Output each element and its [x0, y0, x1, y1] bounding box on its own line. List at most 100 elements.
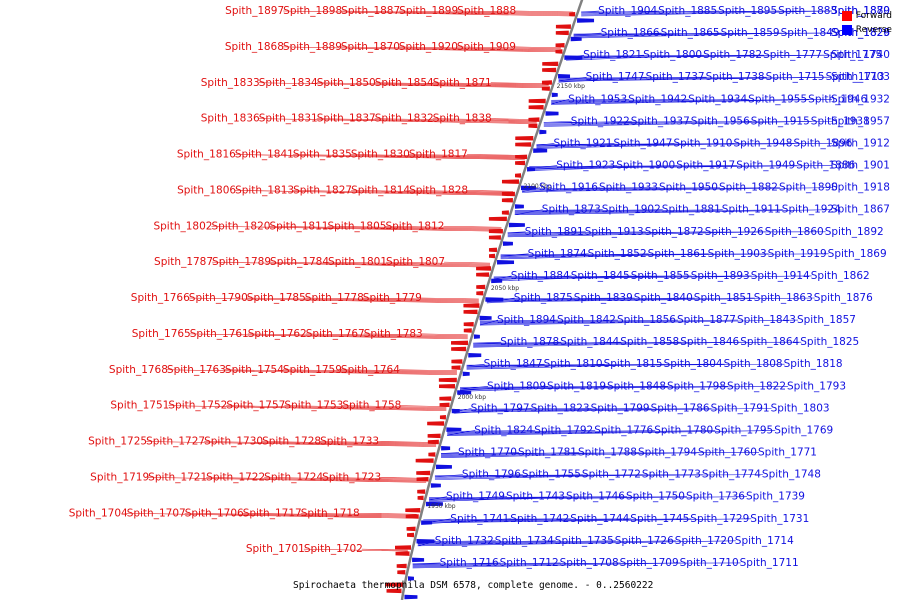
- forward-gene: [386, 588, 402, 594]
- forward-gene: [395, 545, 412, 550]
- forward-gene-label: Spith_1920: [399, 41, 458, 53]
- reverse-gene-label: Spith_1895: [718, 5, 777, 17]
- reverse-gene: [441, 446, 451, 451]
- reverse-gene-label: Spith_1910: [673, 137, 732, 149]
- reverse-gene-label: Spith_1938: [811, 115, 870, 127]
- reverse-gene-label: Spith_1747: [586, 71, 645, 83]
- leader-line: [420, 297, 479, 300]
- leader-line: [479, 319, 738, 325]
- forward-gene-label: Spith_1758: [342, 400, 401, 412]
- reverse-gene-label: Spith_1716: [440, 557, 499, 569]
- forward-gene-label: Spith_1834: [259, 77, 318, 89]
- reverse-gene-label: Spith_1923: [556, 160, 615, 172]
- reverse-gene-label: Spith_1786: [651, 402, 710, 414]
- reverse-gene-label: Spith_1847: [484, 358, 543, 370]
- leader-line: [486, 297, 635, 300]
- forward-gene-label: Spith_1728: [262, 436, 321, 448]
- forward-gene-label: Spith_1725: [88, 436, 147, 448]
- leader-line: [429, 496, 748, 500]
- forward-gene: [515, 142, 532, 147]
- leader-line: [551, 99, 630, 101]
- forward-gene: [427, 421, 445, 426]
- leader-line: [206, 477, 427, 482]
- forward-gene: [417, 489, 426, 494]
- leader-line: [529, 165, 833, 169]
- forward-gene: [528, 123, 538, 129]
- leader-line: [269, 225, 502, 231]
- forward-gene-label: Spith_1723: [322, 471, 381, 483]
- kbp-ticks: 2150 kbp 2100 kbp 2050 kbp 2000 kbp 1950 kbp: [427, 83, 585, 510]
- forward-gene: [463, 309, 478, 315]
- leader-line: [581, 10, 833, 13]
- reverse-gene-label: Spith_1760: [698, 447, 757, 459]
- forward-gene-label: Spith_1779: [363, 292, 422, 304]
- reverse-gene: [468, 353, 482, 358]
- leader-line: [514, 46, 561, 49]
- forward-gene: [488, 216, 507, 222]
- leader-line: [447, 430, 716, 435]
- forward-gene-label: Spith_1836: [201, 113, 260, 125]
- forward-gene-label: Spith_1789: [212, 256, 271, 268]
- leader-line: [558, 76, 767, 80]
- reverse-gene-label: Spith_1893: [691, 270, 750, 282]
- forward-gene-label: Spith_1707: [127, 507, 186, 519]
- leader-line: [514, 209, 603, 211]
- leader-line: [350, 154, 525, 158]
- reverse-gene-label: Spith_1703: [831, 71, 890, 83]
- forward-gene-label: Spith_1888: [457, 5, 516, 17]
- forward-gene: [438, 377, 457, 383]
- reverse-gene-label: Spith_1932: [831, 93, 890, 105]
- reverse-gene-label: Spith_1823: [531, 402, 590, 414]
- reverse-gene-label: Spith_1843: [737, 314, 796, 326]
- reverse-gene-label: Spith_1891: [525, 226, 584, 238]
- genome-caption: Spirochaeta thermophila DSM 6578, comple…: [293, 580, 653, 591]
- leader-line: [246, 297, 479, 303]
- reverse-gene: [416, 539, 435, 544]
- reverse-gene: [564, 55, 583, 60]
- forward-gene-label: Spith_1718: [301, 507, 360, 519]
- forward-gene: [451, 365, 461, 370]
- leader-line: [235, 190, 514, 196]
- leader-line: [479, 319, 678, 324]
- forward-gene-label: Spith_1812: [385, 220, 444, 232]
- leader-line: [242, 512, 417, 517]
- reverse-gene-label: Spith_1852: [588, 248, 647, 260]
- reverse-gene-label: Spith_1804: [664, 358, 723, 370]
- reverse-gene-label: Spith_1809: [487, 380, 546, 392]
- tick-label: 2000 kbp: [458, 394, 486, 401]
- reverse-gene-label: Spith_1772: [582, 469, 641, 481]
- leader-line: [316, 82, 549, 88]
- forward-gene-label: Spith_1806: [177, 184, 236, 196]
- forward-gene-label: Spith_1837: [317, 113, 376, 125]
- reverse-gene-label: Spith_1878: [500, 336, 559, 348]
- leader-line: [447, 430, 536, 432]
- reverse-gene-label: Spith_1793: [787, 380, 846, 392]
- leader-line: [551, 99, 690, 102]
- forward-gene-label: Spith_1813: [235, 184, 294, 196]
- reverse-gene-label: Spith_1810: [544, 358, 603, 370]
- forward-gene-label: Spith_1751: [110, 400, 169, 412]
- leader-line: [536, 143, 795, 145]
- leader-line: [398, 46, 561, 51]
- leader-line: [432, 82, 549, 86]
- forward-gene-label: Spith_1701: [246, 543, 305, 555]
- forward-gene: [501, 179, 519, 184]
- leader-line: [573, 32, 833, 36]
- leader-line: [493, 275, 512, 280]
- forward-gene-label: Spith_1762: [248, 328, 307, 340]
- forward-gene-label: Spith_1850: [317, 77, 376, 89]
- leader-line: [493, 275, 812, 280]
- leader-line: [459, 386, 489, 390]
- forward-gene-label: Spith_1717: [243, 507, 302, 519]
- forward-gene: [515, 173, 522, 178]
- forward-gene: [515, 160, 526, 166]
- forward-gene: [451, 359, 463, 364]
- reverse-gene-label: Spith_1921: [553, 137, 612, 149]
- reverse-gene-label: Spith_1743: [506, 491, 565, 503]
- leader-line: [493, 275, 692, 278]
- forward-gene: [488, 247, 497, 253]
- leader-line: [423, 518, 632, 522]
- reverse-gene: [485, 297, 504, 302]
- leader-line: [558, 76, 707, 79]
- reverse-gene-label: Spith_1855: [631, 270, 690, 282]
